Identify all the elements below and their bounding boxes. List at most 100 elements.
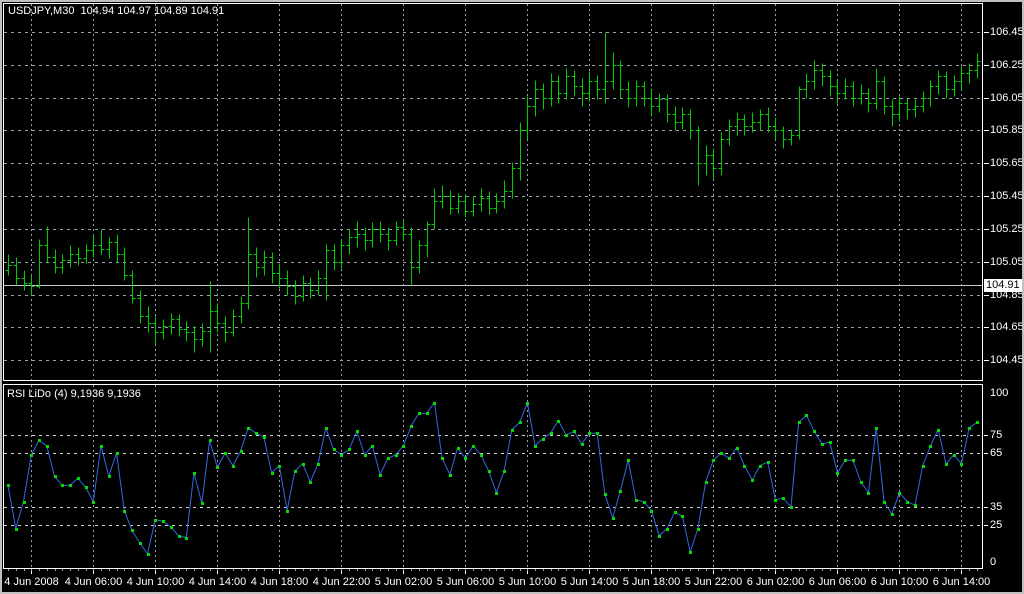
time-axis-label: 5 Jun 22:00	[684, 576, 743, 588]
rsi-marker	[627, 459, 630, 462]
rsi-marker	[224, 452, 227, 455]
ohlc-bars	[5, 32, 981, 353]
rsi-marker	[154, 519, 157, 522]
rsi-marker	[139, 542, 142, 545]
rsi-marker	[457, 447, 460, 450]
rsi-line	[7, 400, 978, 555]
rsi-marker	[852, 459, 855, 462]
rsi-marker	[302, 463, 305, 466]
rsi-marker	[844, 459, 847, 462]
rsi-marker	[232, 465, 235, 468]
time-axis-label: 4 Jun 14:00	[188, 576, 247, 588]
rsi-marker	[178, 535, 181, 538]
rsi-marker	[720, 452, 723, 455]
rsi-marker	[612, 517, 615, 520]
time-axis[interactable]	[3, 569, 1022, 591]
rsi-marker	[821, 443, 824, 446]
price-axis-label: 104.85	[990, 289, 1022, 301]
rsi-marker	[635, 499, 638, 502]
rsi-marker	[387, 457, 390, 460]
rsi-marker	[395, 454, 398, 457]
rsi-marker	[356, 430, 359, 433]
rsi-marker	[216, 466, 219, 469]
time-axis-label: 5 Jun 10:00	[498, 576, 557, 588]
time-axis-label: 4 Jun 2008	[4, 576, 59, 588]
rsi-marker	[619, 490, 622, 493]
rsi-marker	[116, 452, 119, 455]
rsi-marker	[472, 445, 475, 448]
rsi-marker	[891, 513, 894, 516]
rsi-marker	[247, 427, 250, 430]
rsi-marker	[441, 457, 444, 460]
price-axis-label: 105.25	[990, 223, 1022, 235]
rsi-marker	[860, 481, 863, 484]
rsi-marker	[875, 427, 878, 430]
rsi-marker	[829, 441, 832, 444]
rsi-marker	[379, 474, 382, 477]
rsi-marker	[433, 402, 436, 405]
rsi-marker	[774, 499, 777, 502]
rsi-marker	[410, 425, 413, 428]
rsi-marker	[596, 432, 599, 435]
rsi-marker	[193, 472, 196, 475]
rsi-marker	[650, 510, 653, 513]
rsi-marker	[162, 520, 165, 523]
rsi-marker	[550, 432, 553, 435]
rsi-marker	[348, 448, 351, 451]
rsi-marker	[712, 459, 715, 462]
rsi-marker	[77, 477, 80, 480]
rsi-marker	[813, 430, 816, 433]
rsi-marker	[906, 501, 909, 504]
rsi-marker	[674, 511, 677, 514]
rsi-marker	[922, 465, 925, 468]
rsi-marker	[170, 526, 173, 529]
chart-title: USDJPY,M30 104.94 104.97 104.89 104.91	[8, 5, 225, 17]
rsi-marker	[867, 492, 870, 495]
price-axis-label: 105.05	[990, 256, 1022, 268]
rsi-marker	[294, 470, 297, 473]
rsi-marker	[929, 445, 932, 448]
rsi-marker	[209, 439, 212, 442]
time-axis-label: 4 Jun 18:00	[250, 576, 309, 588]
rsi-marker	[898, 492, 901, 495]
time-axis-label: 5 Jun 18:00	[622, 576, 681, 588]
price-axis-label: 105.85	[990, 124, 1022, 136]
rsi-indicator-pane[interactable]	[3, 384, 983, 569]
rsi-marker	[426, 412, 429, 415]
rsi-marker	[914, 504, 917, 507]
price-axis[interactable]	[984, 3, 1022, 569]
rsi-marker	[263, 436, 266, 439]
price-axis-label: 104.65	[990, 321, 1022, 333]
rsi-marker	[805, 414, 808, 417]
rsi-marker	[317, 463, 320, 466]
rsi-marker	[542, 438, 545, 441]
rsi-marker	[798, 421, 801, 424]
rsi-axis-label: 0	[990, 556, 997, 568]
rsi-axis-label: 35	[990, 501, 1003, 513]
rsi-marker	[309, 481, 312, 484]
rsi-pane-frame	[3, 384, 983, 569]
rsi-marker	[526, 402, 529, 405]
rsi-marker	[759, 465, 762, 468]
rsi-marker	[449, 474, 452, 477]
rsi-marker	[418, 412, 421, 415]
rsi-marker	[371, 445, 374, 448]
rsi-marker	[480, 454, 483, 457]
rsi-marker	[271, 472, 274, 475]
rsi-marker	[240, 450, 243, 453]
price-axis-label: 105.65	[990, 157, 1022, 169]
rsi-marker	[511, 429, 514, 432]
price-axis-label: 106.25	[990, 59, 1022, 71]
rsi-marker	[643, 501, 646, 504]
time-axis-label: 4 Jun 06:00	[64, 576, 123, 588]
time-axis-label: 6 Jun 14:00	[932, 576, 991, 588]
rsi-marker	[689, 551, 692, 554]
main-chart-pane[interactable]	[3, 3, 983, 381]
rsi-marker	[968, 427, 971, 430]
rsi-marker	[92, 501, 95, 504]
time-axis-label: 5 Jun 14:00	[560, 576, 619, 588]
rsi-axis-label: 25	[990, 519, 1003, 531]
rsi-marker	[573, 430, 576, 433]
